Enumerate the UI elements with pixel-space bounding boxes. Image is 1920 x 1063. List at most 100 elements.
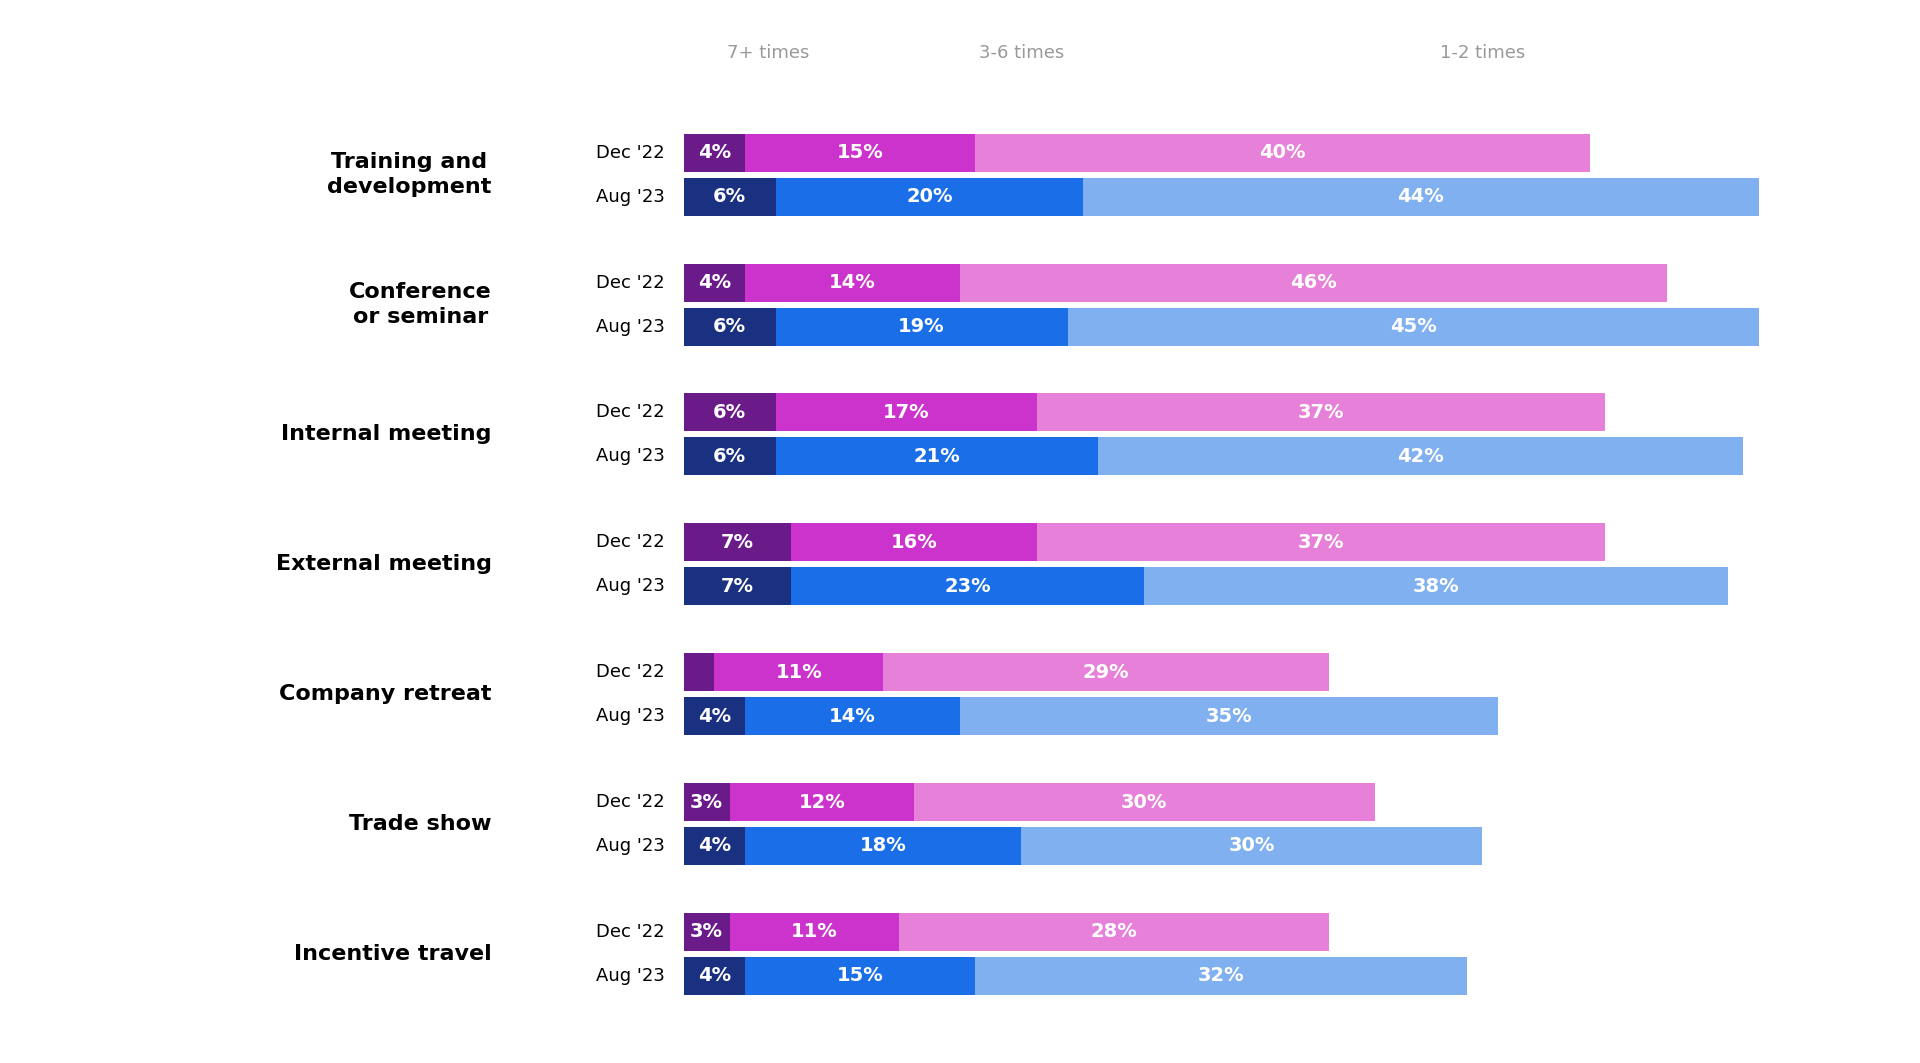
Text: Company retreat: Company retreat xyxy=(278,685,492,704)
Text: 18%: 18% xyxy=(860,837,906,856)
Text: Aug '23: Aug '23 xyxy=(597,577,664,595)
Text: 7%: 7% xyxy=(720,533,755,552)
Text: 14%: 14% xyxy=(829,707,876,726)
Bar xyxy=(684,957,745,995)
Text: 40%: 40% xyxy=(1260,144,1306,163)
Text: 1-2 times: 1-2 times xyxy=(1440,44,1524,62)
Bar xyxy=(745,827,1021,865)
Bar xyxy=(684,783,730,821)
Text: Dec '22: Dec '22 xyxy=(597,793,664,811)
Bar xyxy=(684,264,745,302)
Text: Dec '22: Dec '22 xyxy=(597,663,664,681)
Text: 37%: 37% xyxy=(1298,403,1344,422)
Text: 45%: 45% xyxy=(1390,317,1436,336)
Bar xyxy=(684,307,776,345)
Bar xyxy=(791,568,1144,605)
Text: 15%: 15% xyxy=(837,144,883,163)
Bar xyxy=(745,957,975,995)
Text: 35%: 35% xyxy=(1206,707,1252,726)
Bar xyxy=(899,913,1329,950)
Text: 44%: 44% xyxy=(1398,187,1444,206)
Text: 29%: 29% xyxy=(1083,662,1129,681)
Text: 21%: 21% xyxy=(914,446,960,466)
Text: Dec '22: Dec '22 xyxy=(597,534,664,552)
Text: 3%: 3% xyxy=(689,923,724,942)
Text: 4%: 4% xyxy=(697,707,732,726)
Bar xyxy=(730,913,899,950)
Bar xyxy=(714,653,883,691)
Bar xyxy=(1037,393,1605,432)
Bar xyxy=(684,134,745,172)
Text: 6%: 6% xyxy=(712,317,747,336)
Text: Aug '23: Aug '23 xyxy=(597,707,664,725)
Text: 12%: 12% xyxy=(799,793,845,811)
Text: 30%: 30% xyxy=(1121,793,1167,811)
Text: 3-6 times: 3-6 times xyxy=(979,44,1064,62)
Text: 42%: 42% xyxy=(1398,446,1444,466)
Bar xyxy=(684,438,776,475)
Bar xyxy=(975,957,1467,995)
Bar xyxy=(776,178,1083,216)
Bar xyxy=(791,523,1037,561)
Bar xyxy=(684,393,776,432)
Bar xyxy=(684,178,776,216)
Text: 17%: 17% xyxy=(883,403,929,422)
Text: Aug '23: Aug '23 xyxy=(597,448,664,466)
Bar xyxy=(684,913,730,950)
Text: 38%: 38% xyxy=(1413,577,1459,595)
Text: Conference
or seminar: Conference or seminar xyxy=(349,282,492,327)
Text: 19%: 19% xyxy=(899,317,945,336)
Bar xyxy=(684,523,791,561)
Text: 7+ times: 7+ times xyxy=(728,44,808,62)
Text: 28%: 28% xyxy=(1091,923,1137,942)
Text: External meeting: External meeting xyxy=(276,554,492,574)
Text: Dec '22: Dec '22 xyxy=(597,404,664,421)
Text: 4%: 4% xyxy=(697,273,732,292)
Text: 3%: 3% xyxy=(689,793,724,811)
Bar xyxy=(776,393,1037,432)
Text: Aug '23: Aug '23 xyxy=(597,318,664,336)
Bar xyxy=(684,568,791,605)
Text: Dec '22: Dec '22 xyxy=(597,144,664,162)
Bar xyxy=(1037,523,1605,561)
Text: 6%: 6% xyxy=(712,187,747,206)
Bar xyxy=(730,783,914,821)
Bar xyxy=(745,264,960,302)
Bar xyxy=(1083,178,1759,216)
Text: 7%: 7% xyxy=(720,577,755,595)
Text: 6%: 6% xyxy=(712,403,747,422)
Bar xyxy=(1068,307,1759,345)
Bar xyxy=(960,697,1498,736)
Bar xyxy=(776,438,1098,475)
Text: Training and
development: Training and development xyxy=(326,152,492,197)
Text: Trade show: Trade show xyxy=(349,814,492,834)
Bar xyxy=(1098,438,1743,475)
Text: 20%: 20% xyxy=(906,187,952,206)
Bar xyxy=(745,697,960,736)
Bar xyxy=(776,307,1068,345)
Bar xyxy=(1144,568,1728,605)
Text: 30%: 30% xyxy=(1229,837,1275,856)
Text: 4%: 4% xyxy=(697,144,732,163)
Bar xyxy=(975,134,1590,172)
Bar xyxy=(745,134,975,172)
Bar xyxy=(684,653,714,691)
Text: Incentive travel: Incentive travel xyxy=(294,944,492,964)
Text: 16%: 16% xyxy=(891,533,937,552)
Text: Aug '23: Aug '23 xyxy=(597,188,664,206)
Text: Dec '22: Dec '22 xyxy=(597,923,664,941)
Bar xyxy=(883,653,1329,691)
Text: 4%: 4% xyxy=(697,837,732,856)
Bar xyxy=(684,827,745,865)
Text: 4%: 4% xyxy=(697,966,732,985)
Bar xyxy=(1021,827,1482,865)
Text: 11%: 11% xyxy=(776,662,822,681)
Text: 14%: 14% xyxy=(829,273,876,292)
Text: 15%: 15% xyxy=(837,966,883,985)
Text: 46%: 46% xyxy=(1290,273,1336,292)
Text: 6%: 6% xyxy=(712,446,747,466)
Text: Aug '23: Aug '23 xyxy=(597,837,664,855)
Bar xyxy=(684,697,745,736)
Bar xyxy=(960,264,1667,302)
Text: 11%: 11% xyxy=(791,923,837,942)
